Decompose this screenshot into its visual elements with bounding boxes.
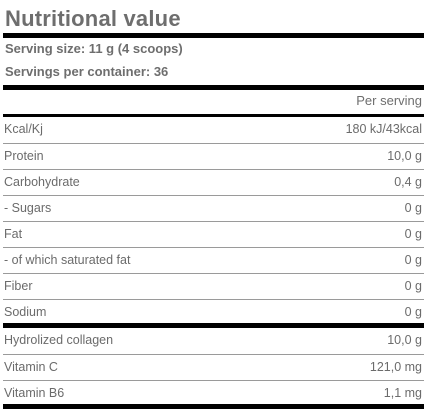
row-label: Sodium (4, 305, 47, 319)
row-value: 0 g (404, 253, 422, 267)
title-rule (3, 33, 424, 38)
row-value: 0 g (404, 227, 422, 241)
row-label: Fat (4, 227, 23, 241)
row-label: Carbohydrate (4, 175, 80, 189)
row-value: 1,1 mg (383, 386, 422, 400)
row-label: Hydrolized collagen (4, 333, 114, 347)
table-row: Kcal/Kj 180 kJ/43kcal (3, 117, 424, 143)
row-value: 10,0 g (387, 149, 422, 163)
table-row: Vitamin C 121,0 mg (3, 355, 424, 381)
row-value: 0 g (404, 201, 422, 215)
table-row: - of which saturated fat 0 g (3, 248, 424, 274)
row-label: - of which saturated fat (4, 253, 131, 267)
table-row: Hydrolized collagen 10,0 g (3, 328, 424, 354)
table-row: - Sugars 0 g (3, 196, 424, 222)
servings-per-container: Servings per container: 36 (5, 64, 169, 79)
per-serving-header: Per serving (356, 93, 422, 108)
row-divider (3, 247, 424, 248)
row-label: Protein (4, 149, 44, 163)
table-row: Fat 0 g (3, 222, 424, 248)
row-value: 180 kJ/43kcal (345, 122, 422, 136)
table-row: Carbohydrate 0,4 g (3, 170, 424, 196)
header-rule (3, 114, 424, 117)
section-rule (3, 323, 424, 328)
serving-size: Serving size: 11 g (4 scoops) (5, 41, 183, 56)
servings-rule (3, 85, 424, 90)
table-row: Vitamin B6 1,1 mg (3, 381, 424, 407)
row-value: 10,0 g (387, 333, 422, 347)
row-value: 121,0 mg (369, 360, 422, 374)
row-divider (3, 169, 424, 170)
row-value: 0 g (404, 305, 422, 319)
row-label: Vitamin B6 (4, 386, 65, 400)
row-value: 0 g (404, 279, 422, 293)
bottom-rule (3, 404, 424, 409)
row-label: Fiber (4, 279, 33, 293)
row-divider (3, 380, 424, 381)
nutrition-panel: Nutritional value Serving size: 11 g (4 … (3, 3, 424, 409)
table-row: Fiber 0 g (3, 274, 424, 300)
row-divider (3, 221, 424, 222)
row-label: Kcal/Kj (4, 122, 43, 136)
row-label: Vitamin C (4, 360, 58, 374)
row-value: 0,4 g (394, 175, 422, 189)
row-divider (3, 299, 424, 300)
row-divider (3, 354, 424, 355)
table-row: Protein 10,0 g (3, 144, 424, 170)
table-row: Sodium 0 g (3, 300, 424, 326)
row-divider (3, 273, 424, 274)
panel-title: Nutritional value (5, 6, 181, 31)
row-label: - Sugars (4, 201, 52, 215)
row-divider (3, 143, 424, 144)
row-divider (3, 195, 424, 196)
